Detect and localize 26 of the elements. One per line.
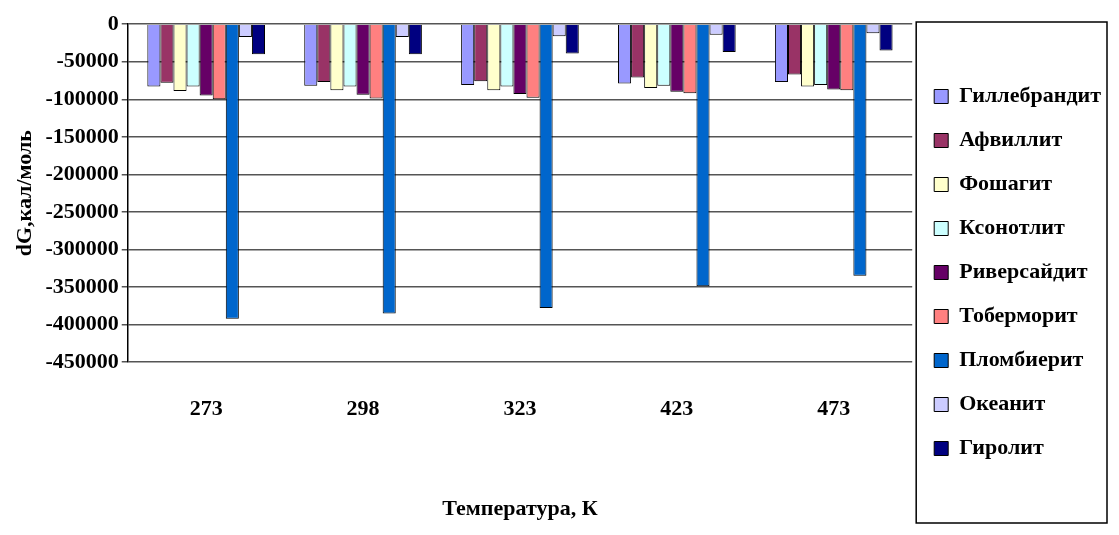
legend-label: Фошагит — [959, 170, 1053, 196]
y-tick-label: -100000 — [45, 85, 119, 110]
y-tick-label: -200000 — [45, 160, 119, 186]
y-tick-label: -400000 — [45, 310, 119, 336]
legend-label: Афвиллит — [959, 126, 1063, 152]
legend-label: Гиллебрандит — [959, 82, 1102, 108]
y-tick-label: -250000 — [45, 197, 119, 223]
legend-label: Океанит — [959, 390, 1046, 416]
x-tick-label: 473 — [817, 395, 851, 421]
legend-label: Гиролит — [959, 434, 1044, 460]
y-tick-label: -150000 — [45, 122, 119, 148]
y-tick-label: -350000 — [45, 272, 119, 298]
legend-label: Пломбиерит — [959, 346, 1084, 372]
y-tick-label: -50000 — [56, 47, 119, 73]
y-tick-label: -450000 — [45, 347, 119, 373]
x-tick-label: 273 — [189, 395, 223, 421]
y-tick-label: 0 — [107, 9, 119, 35]
legend-label: Ксонотлит — [959, 214, 1066, 240]
x-tick-label: 323 — [503, 395, 537, 421]
legend-label: Тоберморит — [959, 302, 1078, 328]
legend-label: Риверсайдит — [959, 258, 1088, 284]
x-tick-label: 423 — [660, 395, 694, 421]
x-axis-title: Температура, К — [442, 495, 598, 521]
y-tick-label: -300000 — [45, 235, 119, 261]
x-tick-label: 298 — [346, 395, 380, 421]
y-axis-title: dG,кал/моль — [10, 129, 36, 257]
